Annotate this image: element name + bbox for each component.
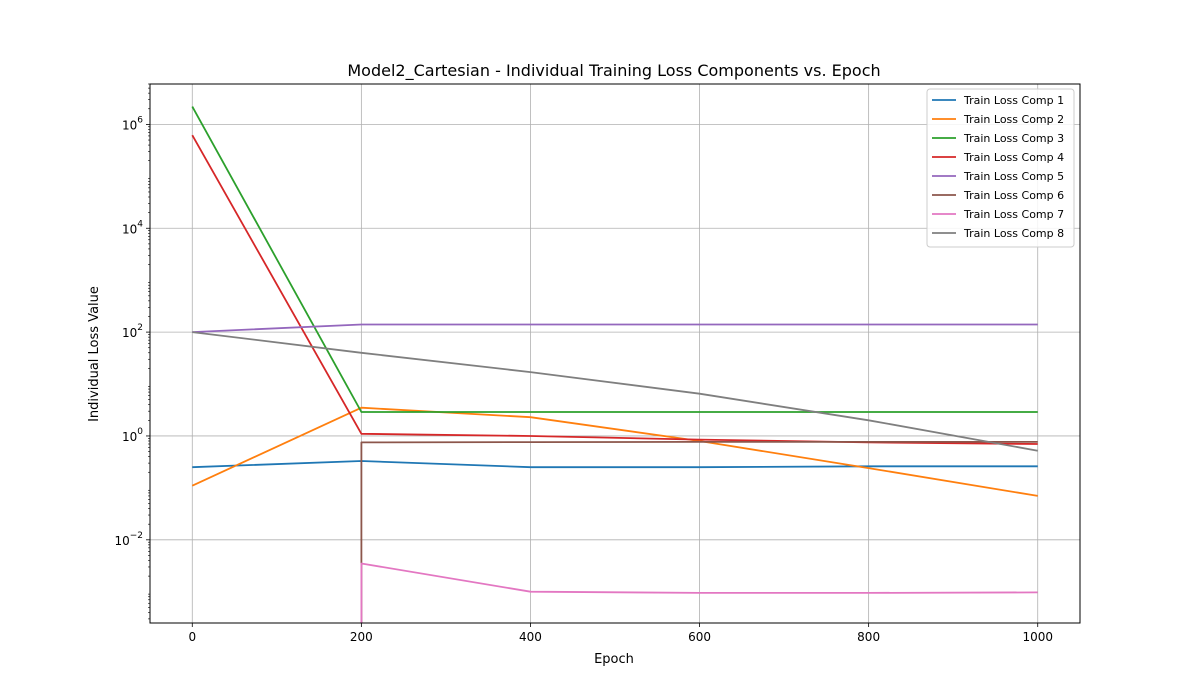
series-line-train-loss-comp-2 bbox=[191, 406, 1038, 497]
series-line-train-loss-comp-8 bbox=[192, 331, 1038, 452]
legend: Train Loss Comp 1 Train Loss Comp 2 Train … bbox=[926, 88, 1075, 248]
y-axis-ticks: 10−2 100 102 104 106 bbox=[114, 83, 150, 620]
legend-label: Train Loss Comp 3 bbox=[963, 132, 1064, 145]
series-line-train-loss-comp-3 bbox=[191, 106, 1038, 413]
legend-label: Train Loss Comp 5 bbox=[963, 170, 1064, 183]
series-line-train-loss-comp-7 bbox=[360, 562, 1038, 623]
x-tick-label: 200 bbox=[350, 630, 373, 644]
y-tick-label: 106 bbox=[122, 115, 143, 132]
x-axis-label: Epoch bbox=[594, 652, 634, 667]
x-tick-label: 0 bbox=[188, 630, 196, 644]
series-line-train-loss-comp-6 bbox=[360, 440, 1038, 623]
legend-label: Train Loss Comp 2 bbox=[963, 113, 1064, 126]
y-tick-label: 10−2 bbox=[114, 531, 143, 548]
legend-label: Train Loss Comp 1 bbox=[963, 94, 1064, 107]
x-tick-label: 800 bbox=[857, 630, 880, 644]
legend-label: Train Loss Comp 7 bbox=[963, 208, 1064, 221]
series-lines bbox=[191, 106, 1038, 623]
x-axis-ticks: 0 200 400 600 800 1000 bbox=[188, 623, 1053, 644]
legend-box bbox=[926, 88, 1075, 248]
series-line-train-loss-comp-5 bbox=[192, 323, 1038, 333]
legend-label: Train Loss Comp 6 bbox=[963, 189, 1064, 202]
x-tick-label: 400 bbox=[519, 630, 542, 644]
y-tick-label: 104 bbox=[122, 219, 143, 236]
y-tick-label: 100 bbox=[122, 427, 143, 444]
x-tick-label: 600 bbox=[688, 630, 711, 644]
legend-label: Train Loss Comp 4 bbox=[963, 151, 1064, 164]
series-line-train-loss-comp-1 bbox=[192, 460, 1038, 469]
legend-label: Train Loss Comp 8 bbox=[963, 227, 1064, 240]
chart-title: Model2_Cartesian - Individual Training L… bbox=[347, 61, 880, 81]
series-line-train-loss-comp-4 bbox=[191, 134, 1038, 445]
x-tick-label: 1000 bbox=[1022, 630, 1053, 644]
plot-frame bbox=[149, 83, 1081, 624]
y-tick-label: 102 bbox=[122, 323, 143, 340]
y-axis-label: Individual Loss Value bbox=[87, 286, 102, 422]
